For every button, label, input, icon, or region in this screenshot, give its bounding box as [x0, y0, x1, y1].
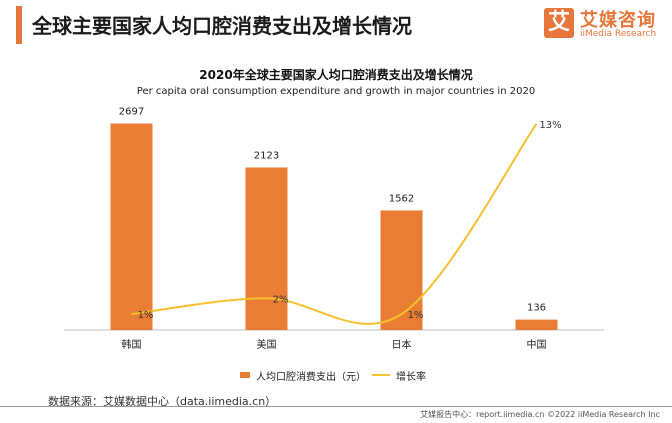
legend-item-line: 增长率: [372, 368, 426, 383]
growth-rate-line: [131, 123, 538, 325]
legend-label-line: 增长率: [396, 372, 426, 383]
header-accent-bar: [16, 6, 22, 44]
legend-swatch-bar: [240, 372, 250, 378]
page-title: 全球主要国家人均口腔消费支出及增长情况: [32, 14, 412, 38]
data-source: 数据来源：艾媒数据中心（data.iimedia.cn）: [48, 395, 277, 408]
legend-label-bar: 人均口腔消费支出（元）: [256, 372, 366, 383]
legend-item-bar: 人均口腔消费支出（元）: [240, 368, 366, 383]
logo-text-cn: 艾媒咨询: [580, 10, 656, 31]
line-value-label: 13%: [539, 120, 561, 131]
bar: [245, 167, 288, 330]
logo-text-en: iiMedia Research: [580, 29, 657, 39]
bar: [515, 319, 558, 330]
bar: [110, 123, 153, 330]
bar: [380, 210, 423, 330]
x-tick-label: 中国: [527, 338, 547, 351]
x-tick-label: 韩国: [122, 338, 142, 351]
brand-logo: 艾 艾媒咨询 iiMedia Research: [544, 6, 662, 44]
line-value-label: 1%: [138, 310, 154, 321]
footer-credit: 艾媒报告中心：report.iimedia.cn ©2022 iiMedia R…: [420, 410, 660, 419]
bar-value-label: 2123: [254, 150, 279, 161]
legend-swatch-line: [372, 374, 390, 376]
line-value-label: 2%: [273, 294, 289, 305]
bar-value-label: 2697: [119, 107, 144, 118]
bar-value-label: 136: [527, 303, 546, 314]
x-tick-label: 日本: [392, 338, 412, 351]
logo-icon: 艾: [544, 8, 574, 38]
bar-value-label: 1562: [389, 193, 414, 204]
footer-divider: [0, 406, 672, 407]
chart-title: 2020年全球主要国家人均口腔消费支出及增长情况: [199, 68, 473, 82]
chart-subtitle: Per capita oral consumption expenditure …: [136, 86, 536, 97]
x-tick-label: 美国: [257, 338, 277, 351]
line-value-label: 1%: [408, 310, 424, 321]
